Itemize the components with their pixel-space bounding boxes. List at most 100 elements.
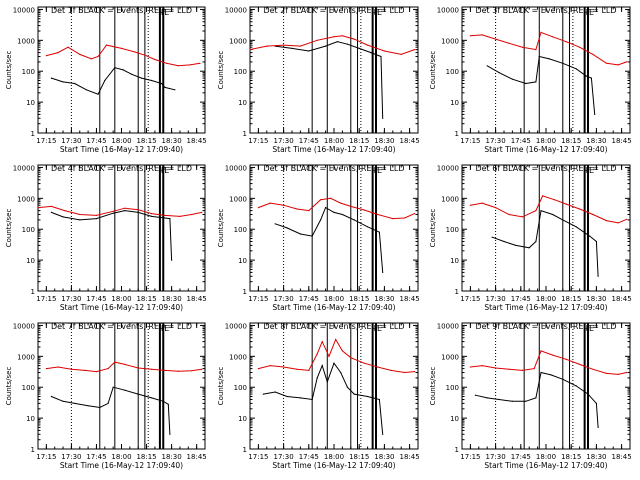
events-data-point [308,50,310,52]
events-data-point [137,393,139,395]
x-tick-label: 17:30 [274,453,294,461]
events-data-point [79,219,81,221]
plot-frame [249,164,419,292]
lld-data-point [579,208,581,210]
lld-data-point [191,213,193,216]
y-tick-label: 1000 [229,353,247,361]
lld-data-point [37,207,39,209]
lld-data-point [283,44,285,46]
interval-marker-label: F [586,8,591,17]
x-tick-label: 18:30 [586,295,606,303]
lld-data-point [257,207,259,209]
lld-data-point [481,202,483,204]
events-series-line [486,55,596,115]
x-tick-label: 17:45 [511,295,531,303]
x-tick-label: 18:00 [536,453,556,461]
x-tick-label: 17:45 [511,453,531,461]
events-data-point [382,271,384,273]
x-tick-label: 18:30 [162,137,182,145]
y-axis-label: Counts/sec [217,367,225,406]
y-axis-label: Counts/sec [5,367,13,406]
lld-data-point [84,369,86,371]
lld-data-point [296,368,298,370]
x-tick-label: 18:30 [374,453,394,461]
x-tick-label: 17:45 [299,453,319,461]
lld-data-point [392,218,394,220]
lld-data-point [350,205,352,207]
y-tick-label: 1000 [229,37,247,45]
lld-data-point [579,46,581,48]
x-tick-label: 18:45 [612,137,632,145]
lld-data-point [90,58,92,60]
x-axis-label: Start Time (16-May-12 17:09:40) [484,303,607,312]
lld-data-point [535,49,537,51]
x-tick-label: 17:45 [299,137,319,145]
x-tick-label: 17:45 [86,295,106,303]
interval-marker-label: F [586,324,591,333]
events-data-point [550,374,552,376]
events-data-point [85,89,87,91]
events-series-line [475,371,599,428]
x-tick-label: 18:15 [561,137,581,145]
lld-series-line [470,31,627,66]
lld-data-point [404,371,406,374]
lld-data-point [495,367,497,369]
events-series-line [263,362,384,435]
events-data-point [286,227,288,229]
events-series-line [51,67,176,95]
y-tick-label: 100 [22,68,35,76]
lld-data-point [414,371,416,373]
events-series-line [275,206,384,273]
events-data-point [114,67,116,69]
lld-data-point [283,366,285,368]
lld-data-point [308,369,310,371]
lld-data-point [414,49,416,51]
events-data-point [562,378,564,380]
events-data-point [62,400,64,402]
events-data-point [151,397,153,399]
lld-series-line [470,195,627,224]
detector-panel-6: Det 6f BLACK = Events, RED = LLD11010010… [429,164,632,312]
events-data-point [171,259,173,261]
y-tick-label: 1 [243,446,247,454]
events-data-point [97,93,99,95]
x-axis-label: Start Time (16-May-12 17:09:40) [60,461,183,470]
lld-series-line [249,35,415,55]
y-tick-label: 10 [238,415,247,423]
x-tick-label: 18:30 [162,295,182,303]
lld-data-point [320,199,322,201]
events-data-point [597,426,599,428]
plot-frame [461,322,631,450]
interval-marker-label: F [374,166,379,175]
events-data-point [590,77,593,79]
y-tick-label: 1000 [441,195,459,203]
lld-series-line [258,197,415,220]
events-data-point [151,215,153,217]
lld-data-point [552,36,554,38]
y-axis-label: Counts/sec [5,209,13,248]
interval-marker-label: F [586,166,591,175]
y-tick-label: 10 [450,99,459,107]
interval-marker-label: E [377,324,382,333]
lld-data-point [626,218,628,220]
plot-frame [249,6,419,134]
lld-data-point [154,58,156,61]
y-axis-label: Counts/sec [5,51,13,90]
lld-data-point [57,52,59,54]
lld-data-point [508,368,510,370]
events-data-point [311,235,313,237]
lld-data-point [353,38,355,40]
lld-data-point [469,204,471,206]
events-data-point [341,213,343,216]
y-tick-label: 1 [455,446,459,454]
lld-data-point [70,368,72,370]
lld-data-point [120,47,123,50]
x-tick-label: 18:00 [111,137,131,145]
events-data-point [380,55,382,58]
events-data-point [382,433,384,435]
x-tick-label: 18:45 [187,137,207,145]
lld-data-point [390,369,392,371]
plot-frame [37,164,206,292]
events-data-point [326,381,328,383]
lld-data-point [177,370,179,372]
